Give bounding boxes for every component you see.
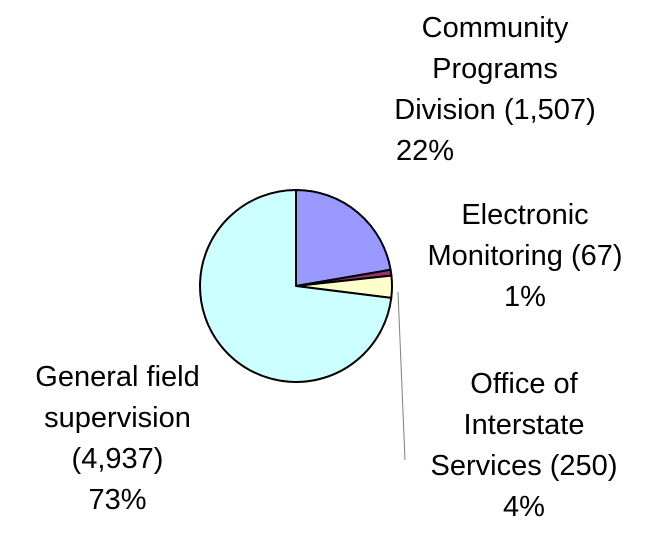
label-line: General field [35,361,200,393]
label-line: Interstate [463,409,585,441]
label-line: 22% [395,135,455,167]
interstate-leader-line [397,291,406,461]
label-line: Services (250) [430,450,618,482]
label-community-programs: Community Programs Division (1,507) 22% [355,8,635,172]
label-line: 73% [88,484,147,516]
label-line: (4,937) [71,443,164,475]
label-line: Community [421,12,569,44]
pie-slices [199,189,393,383]
label-line: Programs [432,53,558,85]
label-line: Office of [470,368,578,400]
label-line: Electronic [461,199,589,231]
label-line: supervision [44,402,191,434]
label-line: Division (1,507) [394,94,596,126]
label-line: Monitoring (67) [427,240,623,272]
label-general-field-supervision: General field supervision (4,937) 73% [0,357,235,521]
label-line: 4% [503,491,545,523]
label-line: 1% [504,281,546,313]
label-electronic-monitoring: Electronic Monitoring (67) 1% [385,195,655,318]
pie-slice-community-programs-division [295,189,392,287]
label-office-of-interstate-services: Office of Interstate Services (250) 4% [398,364,650,528]
pie-slice-general-field-supervision [199,189,393,383]
